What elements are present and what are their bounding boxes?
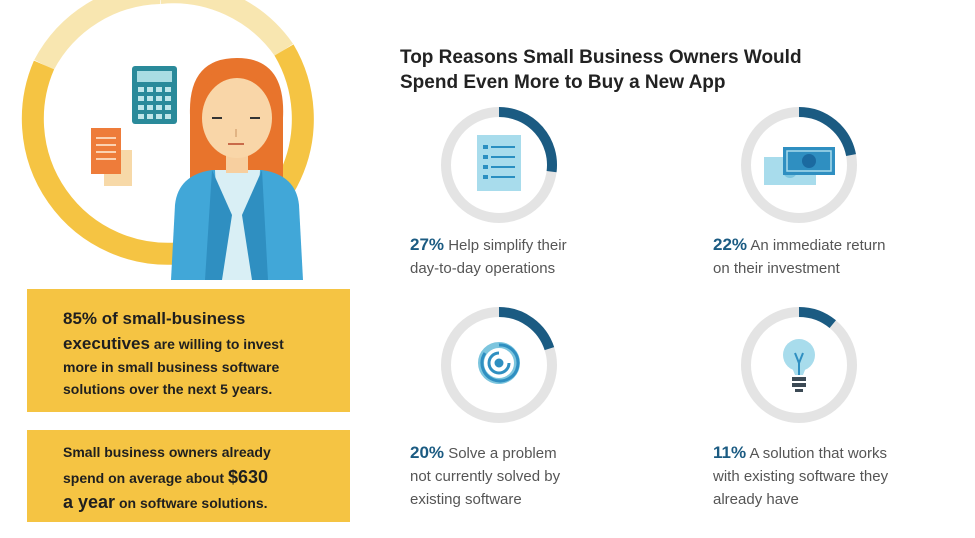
box2-line3: a year on software solutions.: [63, 492, 268, 513]
stat-box-executives: 85% of small-business executives are wil…: [27, 289, 350, 412]
chart-title: Top Reasons Small Business Owners Would …: [400, 45, 860, 95]
money-bills-icon: [764, 147, 835, 185]
box2-period: a year: [63, 492, 116, 512]
donut-chart-solve-problem: [441, 307, 557, 423]
caption-line: 11% A solution that works: [713, 441, 888, 465]
box2-line1: Small business owners already: [63, 444, 271, 460]
box2-line2: spend on average about $630: [63, 467, 268, 488]
businesswoman-illustration: [171, 58, 303, 280]
maze-icon: [478, 342, 520, 384]
caption-percent: 22%: [713, 235, 748, 254]
donut-chart-simplify: [441, 107, 557, 223]
caption-text: An immediate return: [750, 237, 886, 254]
box2-line2-pre: spend on average about: [63, 470, 228, 486]
box1-line4: solutions over the next 5 years.: [63, 381, 273, 397]
checklist-icon: [477, 135, 521, 191]
box2-line3-rest: on software solutions.: [115, 495, 268, 511]
caption-solve-problem: 20% Solve a problem not currently solved…: [410, 441, 560, 511]
donut-value-arc: [798, 107, 856, 157]
donut-chart-return: [741, 107, 857, 223]
caption-text: Solve a problem: [448, 445, 557, 462]
box1-line1: 85% of small-business: [63, 309, 246, 328]
stat-box-spending: Small business owners already spend on a…: [27, 430, 350, 522]
caption-line: 20% Solve a problem: [410, 441, 560, 465]
chart-title-line1: Top Reasons Small Business Owners Would: [400, 47, 802, 68]
caption-line: existing software: [410, 491, 522, 508]
caption-line: on their investment: [713, 260, 840, 277]
receipt-icon: [91, 128, 132, 186]
caption-percent: 11%: [713, 443, 747, 462]
box1-line2-rest: are willing to invest: [149, 336, 284, 352]
caption-compatible: 11% A solution that works with existing …: [713, 441, 888, 511]
caption-line: already have: [713, 491, 799, 508]
caption-line: day-to-day operations: [410, 260, 556, 277]
donut-value-arc: [498, 107, 557, 173]
calculator-icon: [132, 66, 177, 124]
donut-value-arc: [798, 307, 836, 329]
donut-chart-compatible: [741, 307, 857, 423]
caption-text: A solution that works: [749, 445, 888, 462]
caption-return: 22% An immediate return on their investm…: [713, 233, 885, 280]
caption-percent: 27%: [410, 235, 445, 254]
box1-line3: more in small business software: [63, 359, 280, 375]
donut-value-arc: [498, 307, 555, 351]
caption-line: not currently solved by: [410, 468, 561, 485]
box2-amount: $630: [227, 467, 268, 487]
lightbulb-icon: [783, 339, 815, 392]
caption-percent: 20%: [410, 443, 445, 462]
caption-line: 27% Help simplify their: [410, 233, 567, 257]
box1-line2: executives are willing to invest: [63, 334, 284, 354]
box1-line2-emphasis: executives: [63, 334, 150, 353]
caption-line: 22% An immediate return: [713, 233, 885, 257]
caption-simplify: 27% Help simplify their day-to-day opera…: [410, 233, 567, 280]
caption-text: Help simplify their: [448, 237, 567, 254]
hero-illustration: [21, 0, 314, 280]
chart-title-line2: Spend Even More to Buy a New App: [400, 72, 726, 93]
caption-line: with existing software they: [713, 468, 889, 485]
